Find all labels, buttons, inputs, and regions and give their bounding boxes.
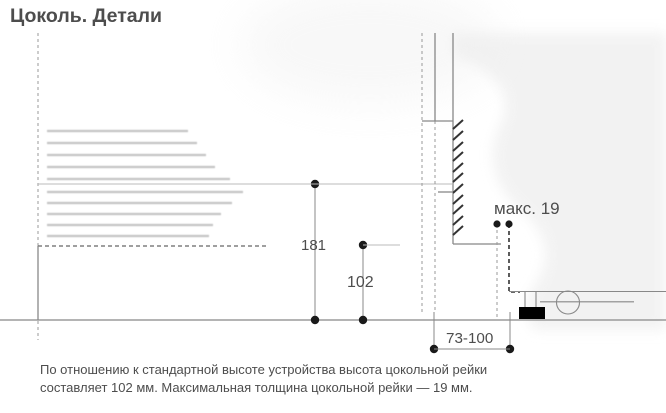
svg-text:73-100: 73-100: [446, 330, 493, 347]
svg-text:181: 181: [301, 237, 326, 254]
svg-text:Цоколь. Детали: Цоколь. Детали: [10, 5, 162, 27]
svg-text:макс. 19: макс. 19: [494, 199, 560, 218]
svg-text:102: 102: [347, 274, 374, 291]
